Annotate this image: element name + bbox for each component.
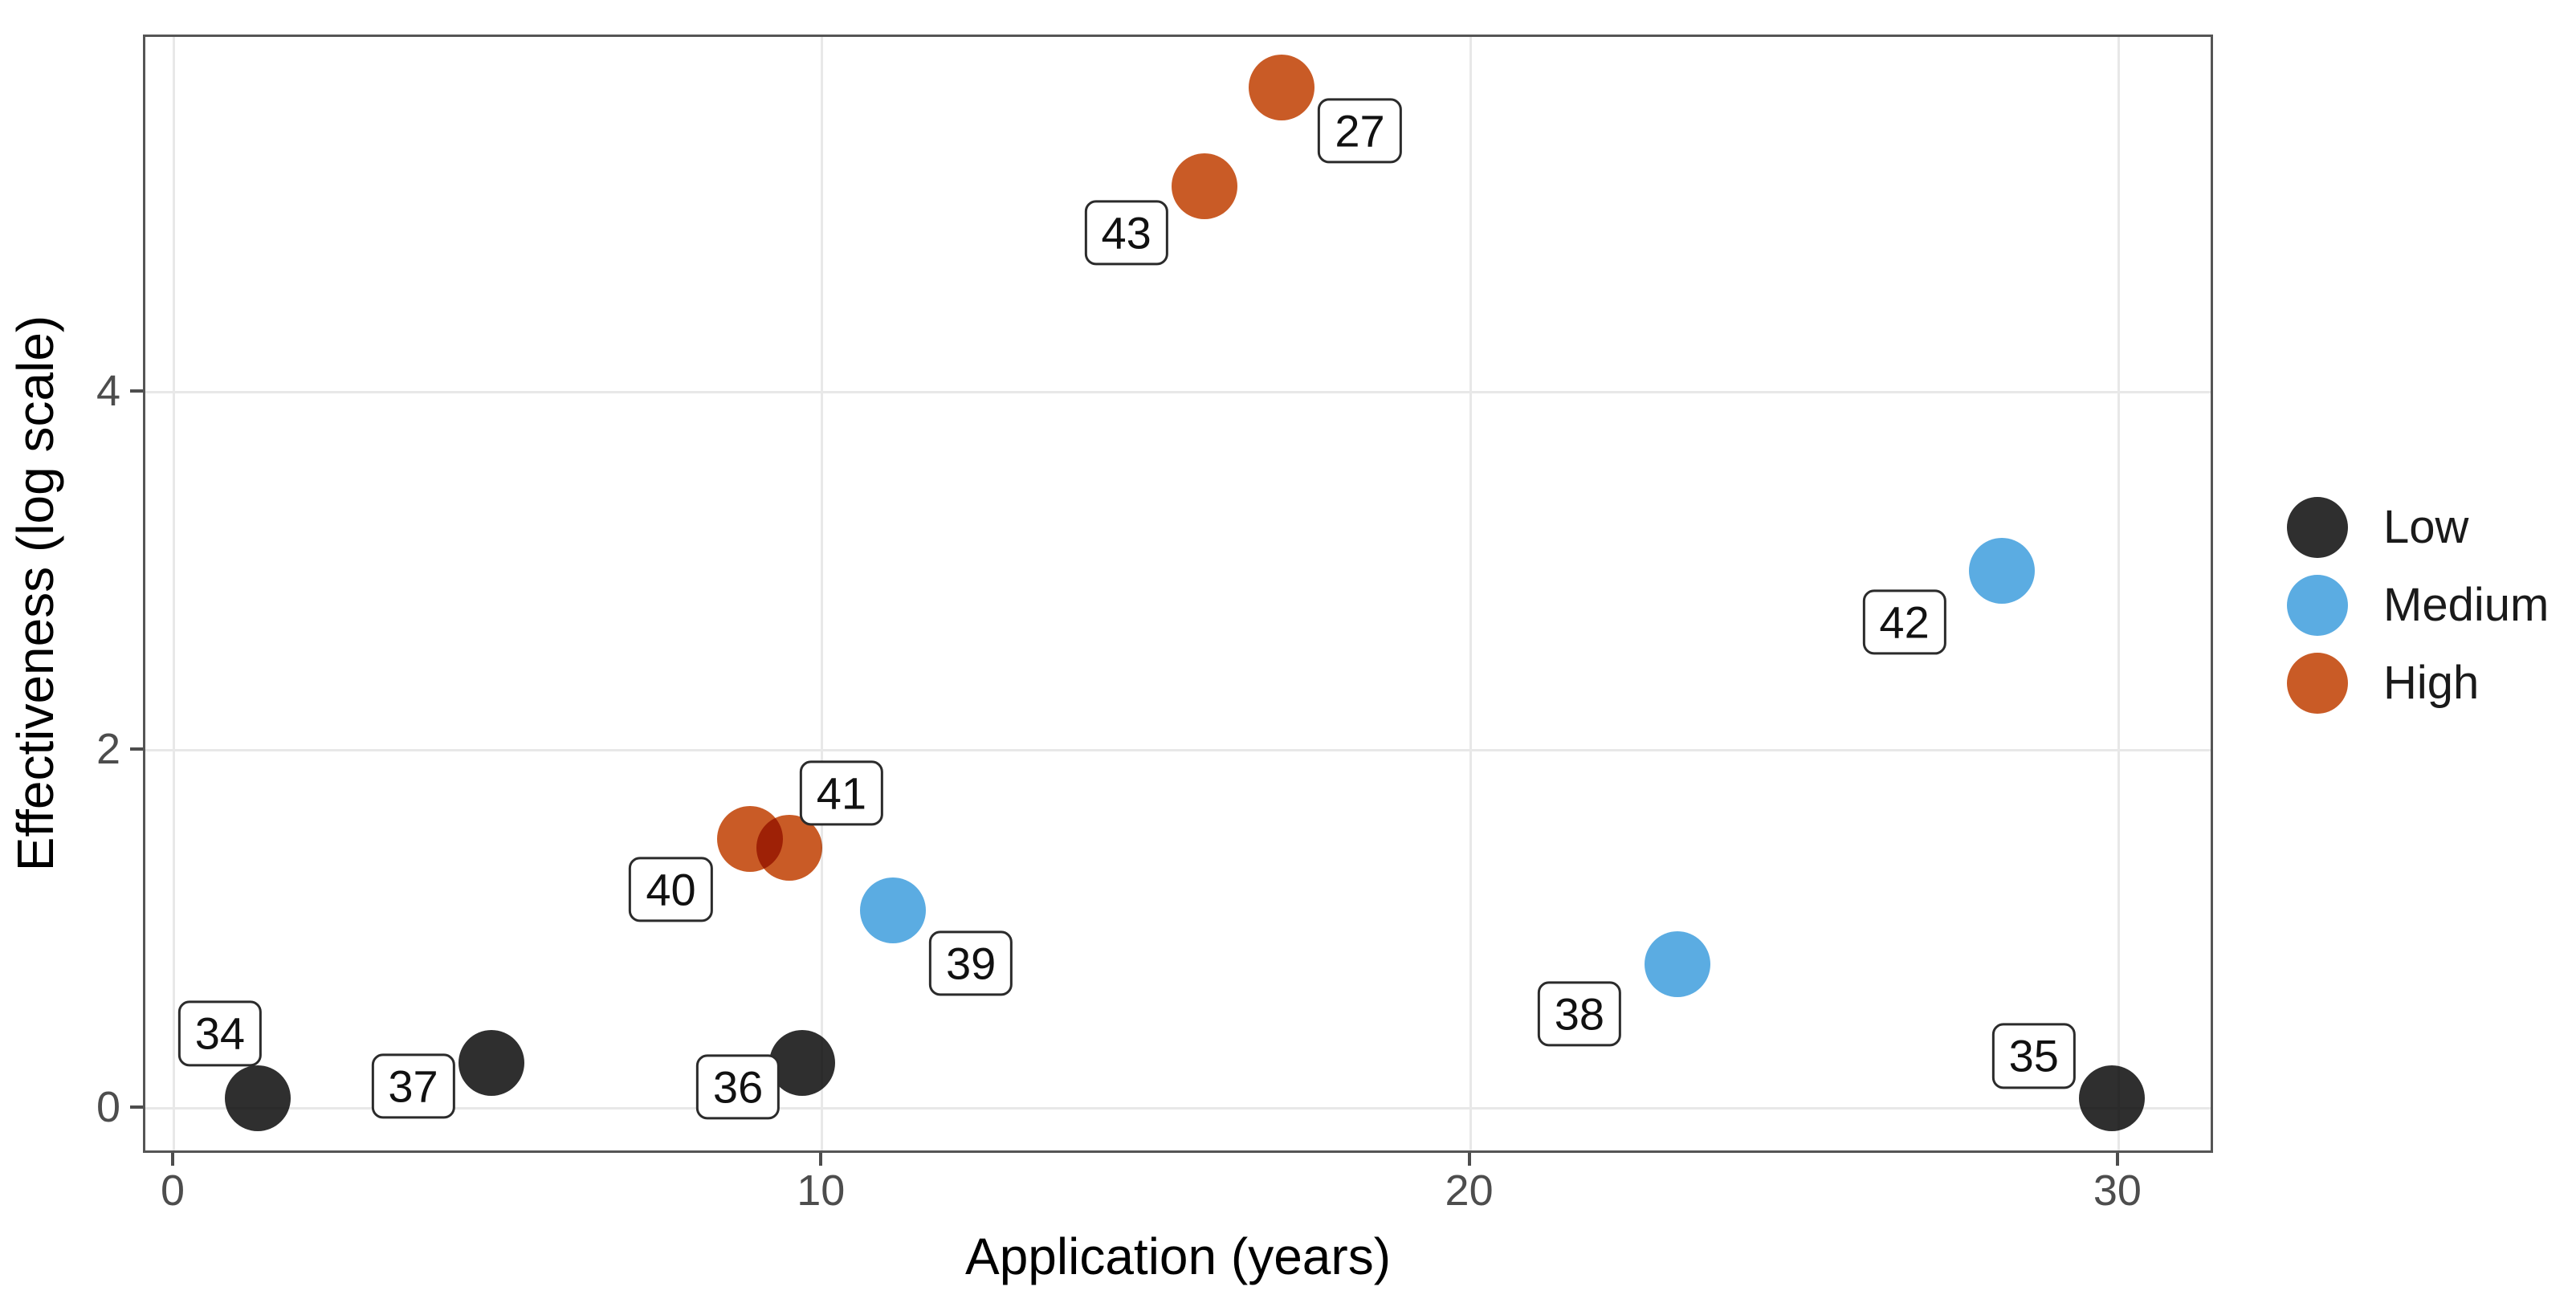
point-label-36: 36 [695, 1054, 781, 1120]
data-point-43 [1171, 153, 1237, 219]
legend-label-medium: Medium [2383, 579, 2550, 631]
y-tick-label-0: 0 [96, 1082, 120, 1131]
legend-item-high: High [2287, 644, 2549, 722]
data-point-36 [769, 1029, 836, 1096]
point-label-43: 43 [1084, 199, 1168, 266]
y-tick-4 [130, 389, 143, 393]
gridline-x-0 [173, 37, 175, 1150]
gridline-x-20 [1469, 37, 1472, 1150]
x-tick-label-0: 0 [160, 1167, 185, 1215]
gridline-x-10 [821, 37, 824, 1150]
point-label-41: 41 [799, 760, 884, 826]
point-label-39: 39 [928, 930, 1013, 996]
x-tick-10 [819, 1153, 823, 1166]
legend: Low Medium High [2287, 488, 2549, 722]
x-tick-0 [171, 1153, 174, 1166]
legend-swatch-medium [2287, 574, 2348, 636]
gridline-y-4 [145, 390, 2211, 393]
point-label-38: 38 [1537, 981, 1622, 1047]
x-tick-20 [1467, 1153, 1471, 1166]
legend-label-high: High [2383, 657, 2480, 709]
gridline-y-2 [145, 748, 2211, 751]
legend-item-low: Low [2287, 488, 2549, 566]
y-tick-label-2: 2 [96, 724, 120, 773]
point-label-42: 42 [1862, 589, 1946, 655]
x-tick-30 [2115, 1153, 2119, 1166]
legend-swatch-low [2287, 496, 2348, 558]
x-tick-label-10: 10 [797, 1167, 846, 1215]
point-label-27: 27 [1318, 98, 1402, 164]
gridline-y-0 [145, 1106, 2211, 1110]
data-point-41 [756, 815, 822, 882]
legend-swatch-high [2287, 652, 2348, 714]
legend-item-medium: Medium [2287, 566, 2549, 644]
data-point-35 [2078, 1065, 2145, 1132]
plot-panel: 34 37 36 35 39 38 42 40 41 43 27 [143, 35, 2213, 1153]
point-label-37: 37 [371, 1053, 455, 1119]
data-point-34 [224, 1065, 291, 1132]
x-tick-label-30: 30 [2093, 1167, 2142, 1215]
data-point-27 [1249, 54, 1315, 120]
y-axis-title: Effectiveness (log scale) [6, 315, 64, 872]
legend-label-low: Low [2383, 501, 2469, 553]
point-label-35: 35 [1991, 1023, 2076, 1089]
gridline-x-30 [2117, 37, 2120, 1150]
point-label-34: 34 [177, 1000, 263, 1066]
point-label-40: 40 [629, 857, 713, 922]
data-point-38 [1644, 931, 1710, 998]
y-tick-0 [130, 1105, 143, 1109]
data-point-42 [1968, 537, 2035, 604]
y-tick-label-4: 4 [96, 366, 120, 415]
data-point-39 [860, 877, 927, 944]
x-tick-label-20: 20 [1445, 1167, 1494, 1215]
data-point-37 [458, 1029, 524, 1096]
y-tick-2 [130, 747, 143, 751]
x-axis-title: Application (years) [965, 1228, 1391, 1285]
